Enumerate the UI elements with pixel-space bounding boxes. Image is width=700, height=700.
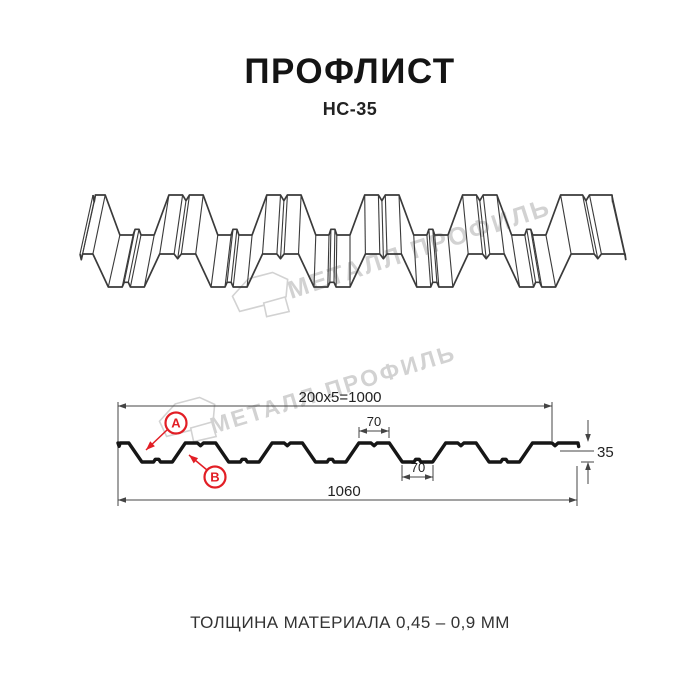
dim-working-width: 200x5=1000: [299, 389, 382, 406]
marker-b-label: B: [210, 470, 219, 485]
dim-overall-width: 1060: [327, 483, 360, 500]
marker-b-circle: [203, 465, 227, 489]
metall-profil-logo-icon: [158, 396, 218, 443]
sheet-3d-body: [80, 195, 626, 287]
product-code: НС-35: [322, 99, 378, 119]
marker-a-circle: [164, 411, 188, 435]
dimension-labels: 200x5=1000 70 70 1060 35 A B: [171, 389, 613, 500]
sheet-3d-wireframe: [79, 194, 627, 288]
page-title: ПРОФЛИСТ: [244, 52, 456, 91]
metall-profil-logo-icon: [231, 271, 291, 318]
dim-valley-bottom: 70: [411, 460, 425, 475]
dim-flange-top: 70: [367, 414, 381, 429]
thickness-note: ТОЛЩИНА МАТЕРИАЛА 0,45 – 0,9 ММ: [190, 613, 510, 632]
marker-a-label: A: [171, 416, 181, 431]
dim-height: 35: [597, 444, 614, 461]
cross-section-drawing: [116, 402, 594, 506]
